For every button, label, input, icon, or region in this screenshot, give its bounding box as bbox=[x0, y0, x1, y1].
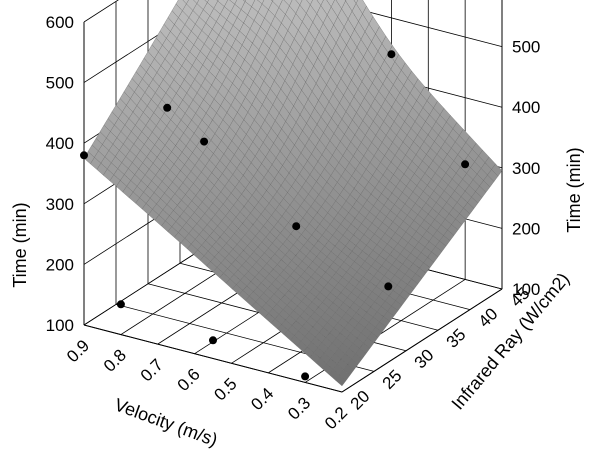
z-tick-label-left: 100 bbox=[46, 316, 74, 335]
x-tick-label: 0.8 bbox=[100, 346, 130, 376]
x-axis-label: Velocity (m/s) bbox=[112, 394, 220, 450]
response-surface bbox=[83, 0, 503, 387]
x-tick-label: 0.5 bbox=[210, 374, 240, 404]
data-point bbox=[301, 372, 310, 381]
z-axis-label-left: Time (min) bbox=[10, 202, 30, 287]
z-tick-label-left: 600 bbox=[46, 13, 74, 32]
data-point bbox=[209, 336, 217, 345]
wall-left-gridline bbox=[83, 0, 119, 23]
y-tick-label: 20 bbox=[347, 387, 374, 414]
z-axis-label-right: Time (min) bbox=[564, 147, 584, 232]
data-point bbox=[461, 160, 470, 169]
x-tick-label: 0.6 bbox=[174, 365, 204, 395]
data-point bbox=[292, 222, 301, 231]
z-tick-label-right: 300 bbox=[512, 159, 540, 178]
z-tick-label-right: 200 bbox=[512, 219, 540, 238]
y-axis-line bbox=[341, 288, 503, 393]
x-axis-line bbox=[83, 324, 343, 393]
x-tick-label: 0.4 bbox=[247, 384, 277, 414]
data-points bbox=[80, 50, 470, 381]
data-point bbox=[80, 151, 88, 160]
data-point bbox=[163, 103, 172, 112]
z-tick-label-right: 500 bbox=[512, 38, 540, 57]
data-point bbox=[200, 137, 209, 146]
x-tick-label: 0.2 bbox=[321, 403, 351, 433]
y-tick-label: 25 bbox=[379, 366, 406, 393]
wall-right-gridline bbox=[320, 0, 503, 47]
x-tick-label: 0.7 bbox=[137, 355, 167, 385]
y-tick-label: 35 bbox=[443, 325, 470, 352]
y-tick-label: 30 bbox=[411, 346, 438, 373]
z-tick-label-right: 100 bbox=[512, 280, 540, 299]
data-point bbox=[116, 300, 125, 309]
z-tick-label-left: 300 bbox=[46, 195, 74, 214]
surface-cell bbox=[335, 374, 347, 387]
z-tick-label-left: 400 bbox=[46, 134, 74, 153]
z-tick-label-left: 200 bbox=[46, 255, 74, 274]
z-tick-label-right: 400 bbox=[512, 98, 540, 117]
data-point bbox=[387, 50, 396, 59]
z-tick-label-left: 500 bbox=[46, 74, 74, 93]
data-point bbox=[384, 282, 393, 291]
y-tick-label: 40 bbox=[475, 304, 502, 331]
x-tick-label: 0.9 bbox=[63, 336, 93, 366]
x-tick-label: 0.3 bbox=[284, 393, 314, 423]
